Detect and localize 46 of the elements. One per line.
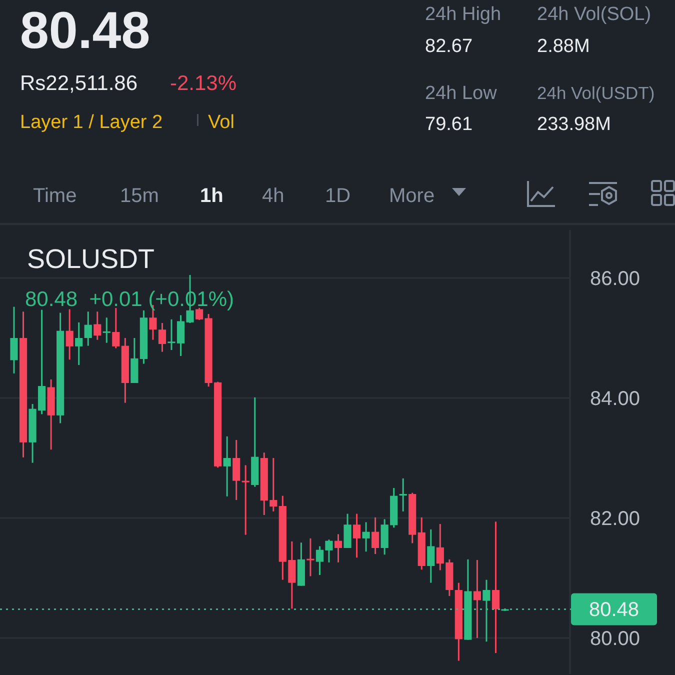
candlestick xyxy=(399,478,407,512)
candlestick xyxy=(427,528,435,584)
text: 233.98M xyxy=(537,114,611,135)
candlestick xyxy=(492,520,500,654)
text: 1D xyxy=(325,185,351,207)
candlestick xyxy=(232,439,240,501)
text: Rs22,511.86 xyxy=(20,72,138,95)
candlestick xyxy=(352,513,361,558)
candlestick xyxy=(473,559,482,639)
candlestick xyxy=(362,521,370,552)
candlestick xyxy=(372,516,380,555)
y-tick-label: 86.00 xyxy=(590,268,640,290)
text: 24h Vol(USDT) xyxy=(537,83,655,103)
text: -2.13% xyxy=(170,72,237,95)
text: Vol xyxy=(208,112,234,133)
text: 82.67 xyxy=(425,36,473,57)
text: Time xyxy=(33,185,77,207)
text: 24h High xyxy=(425,4,502,25)
candlestick xyxy=(66,308,74,360)
candlestick xyxy=(242,464,250,536)
text: 80.48 xyxy=(20,2,150,60)
y-tick-label: 80.00 xyxy=(590,628,640,650)
candlestick xyxy=(112,307,120,349)
candlestick xyxy=(158,322,166,353)
text: Layer 1 / Layer 2 xyxy=(20,112,163,133)
y-tick-label: 84.00 xyxy=(590,388,640,410)
text: 79.61 xyxy=(425,114,473,135)
text: 15m xyxy=(120,185,159,207)
y-tick-label: 82.00 xyxy=(590,508,640,530)
candlestick xyxy=(344,513,352,549)
text: SOLUSDT xyxy=(27,244,155,274)
candlestick xyxy=(94,310,102,341)
candlestick xyxy=(223,436,231,498)
text: 2.88M xyxy=(537,36,590,57)
text: 4h xyxy=(262,185,284,207)
ref-line-label: 80.48 xyxy=(588,599,640,622)
text: More xyxy=(389,185,435,207)
candlestick xyxy=(75,322,83,366)
candlestick xyxy=(84,310,92,347)
candlestick xyxy=(102,316,110,344)
candlestick xyxy=(306,538,314,577)
text: 24h Low xyxy=(425,83,498,104)
candlestick xyxy=(10,306,18,374)
text: 24h Vol(SOL) xyxy=(537,4,652,25)
candlestick xyxy=(334,533,342,564)
text: 1h xyxy=(200,185,224,207)
